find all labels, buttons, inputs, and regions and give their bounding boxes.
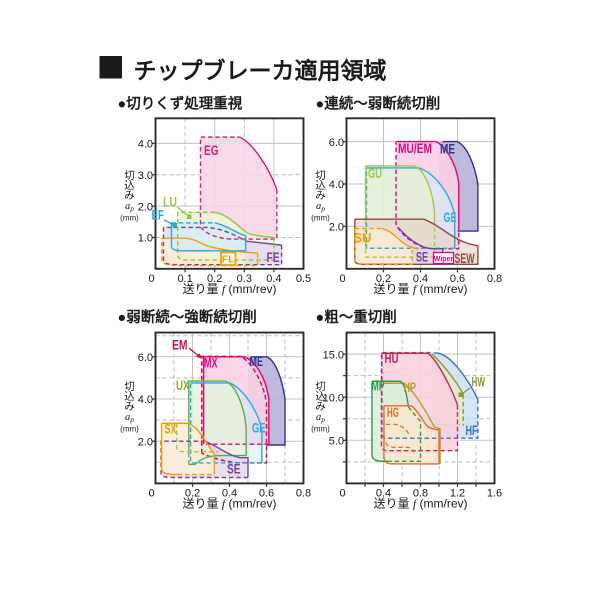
svg-text:(mm): (mm) [311,214,330,223]
svg-text:HF: HF [466,423,478,438]
svg-text:EF: EF [152,208,165,223]
svg-text:FE: FE [267,250,280,265]
svg-text:1.0: 1.0 [138,233,153,245]
svg-text:送り量 f (mm/rev): 送り量 f (mm/rev) [182,281,276,296]
svg-text:EM: EM [172,338,188,353]
svg-text:0.5: 0.5 [296,273,311,285]
svg-text:GE: GE [252,421,266,436]
svg-text:2.0: 2.0 [329,222,344,234]
svg-text:0: 0 [148,273,154,285]
svg-text:み: み [315,190,326,202]
svg-text:0.8: 0.8 [413,487,428,499]
svg-text:切: 切 [124,170,135,182]
svg-text:0.6: 0.6 [450,273,465,285]
svg-text:GE: GE [444,210,457,225]
svg-text:5.0: 5.0 [329,436,344,448]
svg-text:0.3: 0.3 [237,273,252,285]
svg-text:EG: EG [204,143,219,158]
svg-text:HU: HU [385,351,399,366]
svg-text:FL: FL [222,253,235,265]
svg-text:0.4: 0.4 [413,273,428,285]
svg-text:ME: ME [250,354,264,369]
svg-text:SE: SE [416,250,428,265]
svg-text:0: 0 [339,487,345,499]
svg-text:(mm): (mm) [311,425,330,434]
svg-text:み: み [124,401,135,413]
svg-text:切: 切 [315,170,326,182]
svg-text:0.4: 0.4 [376,487,391,499]
svg-text:SE: SE [227,462,241,477]
svg-text:LU: LU [163,195,177,210]
svg-text:●連続〜弱断続切削: ●連続〜弱断続切削 [316,95,441,113]
svg-text:●切りくず処理重視: ●切りくず処理重視 [118,95,243,113]
svg-text:0.2: 0.2 [207,273,222,285]
svg-text:SEW: SEW [455,250,475,266]
svg-text:1.2: 1.2 [450,487,465,499]
svg-text:0.1: 0.1 [177,273,192,285]
svg-text:(mm): (mm) [120,214,139,223]
svg-text:送り量 f (mm/rev): 送り量 f (mm/rev) [373,281,467,296]
svg-text:み: み [124,190,135,202]
svg-text:み: み [315,401,326,413]
svg-text:0: 0 [339,273,345,285]
svg-text:10.0: 10.0 [323,392,344,404]
svg-text:GU: GU [368,166,382,181]
svg-text:6.0: 6.0 [138,352,153,364]
svg-text:2.0: 2.0 [138,201,153,213]
svg-text:UX: UX [176,378,190,393]
svg-text:ap: ap [125,201,134,213]
svg-text:4.0: 4.0 [138,139,153,151]
svg-text:込: 込 [124,391,135,403]
svg-text:4.0: 4.0 [138,394,153,406]
svg-text:込: 込 [315,391,326,403]
svg-text:込: 込 [124,180,135,192]
svg-text:込: 込 [315,180,326,192]
svg-text:SU: SU [354,231,372,246]
svg-text:送り量 f (mm/rev): 送り量 f (mm/rev) [182,496,276,511]
svg-text:0: 0 [148,487,154,499]
svg-text:0.2: 0.2 [185,487,200,499]
svg-text:0.4: 0.4 [266,273,281,285]
svg-text:4.0: 4.0 [329,179,344,191]
svg-text:ME: ME [440,142,455,157]
svg-text:切: 切 [315,381,326,393]
svg-text:切: 切 [124,381,135,393]
svg-text:15.0: 15.0 [323,349,344,361]
svg-text:HW: HW [472,375,486,390]
svg-text:0.4: 0.4 [222,487,237,499]
svg-text:チップブレーカ適用領域: チップブレーカ適用領域 [134,58,387,84]
svg-text:0.6: 0.6 [259,487,274,499]
svg-text:MU/EM: MU/EM [398,141,432,156]
svg-text:0.8: 0.8 [487,273,502,285]
svg-text:ap: ap [125,412,134,424]
svg-text:MP: MP [372,379,385,394]
svg-text:3.0: 3.0 [138,170,153,182]
svg-text:2.0: 2.0 [138,436,153,448]
svg-text:1.6: 1.6 [487,487,502,499]
svg-text:SX: SX [165,422,177,437]
svg-text:0.2: 0.2 [376,273,391,285]
svg-text:●弱断続〜強断続切削: ●弱断続〜強断続切削 [118,308,257,326]
svg-text:0.8: 0.8 [296,487,311,499]
svg-text:HP: HP [404,380,417,395]
svg-text:(mm): (mm) [120,425,139,434]
svg-text:MX: MX [204,356,218,371]
svg-text:ap: ap [316,201,325,213]
svg-text:HG: HG [387,405,399,420]
svg-text:6.0: 6.0 [329,137,344,149]
svg-text:送り量 f (mm/rev): 送り量 f (mm/rev) [373,496,467,511]
svg-text:●粗〜重切削: ●粗〜重切削 [316,308,397,326]
svg-text:Wiper: Wiper [434,256,454,263]
svg-text:ap: ap [316,412,325,424]
